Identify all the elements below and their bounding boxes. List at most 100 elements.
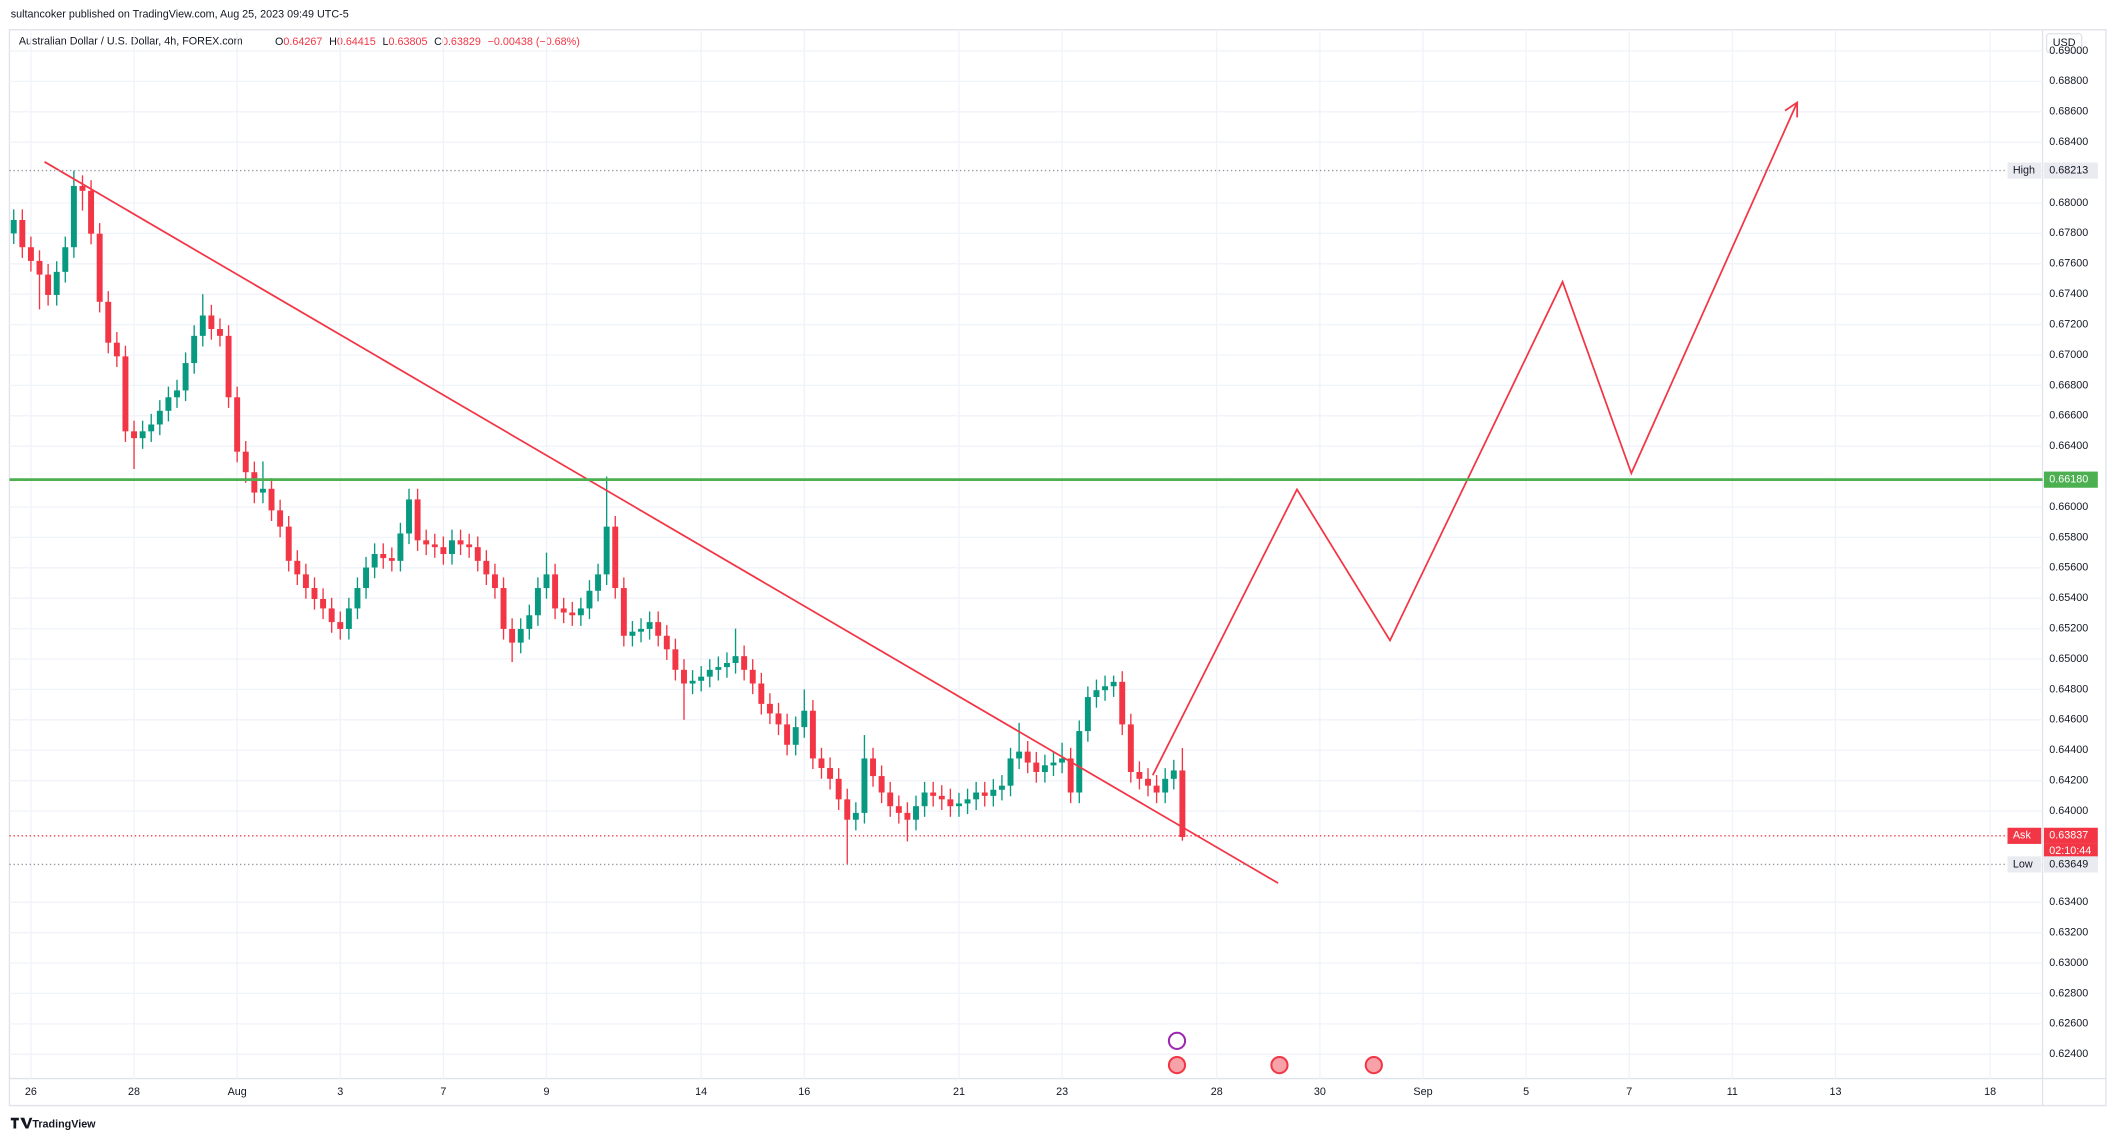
ohlc-key: C xyxy=(434,36,442,48)
candle-body xyxy=(646,622,653,629)
candle-body xyxy=(1084,697,1091,732)
candle-body xyxy=(45,274,52,295)
event-icon xyxy=(1167,1056,1187,1075)
candle-body xyxy=(938,795,945,800)
candle-body xyxy=(431,544,438,548)
trend-line xyxy=(44,161,1279,884)
candle-body xyxy=(603,526,610,575)
candle-body xyxy=(96,233,103,302)
candle-body xyxy=(1033,762,1040,772)
countdown-tag xyxy=(2043,843,2098,859)
currency: USD xyxy=(2053,37,2076,49)
y-tick-label: 0.69000 xyxy=(2049,45,2088,57)
candle-body xyxy=(947,799,954,807)
x-tick-label: 7 xyxy=(440,1086,446,1098)
x-tick-label: 28 xyxy=(128,1086,140,1098)
candle-body xyxy=(509,628,516,643)
candle-body xyxy=(500,588,507,629)
candle-body xyxy=(1127,724,1134,772)
y-tick-label: 0.68000 xyxy=(2049,197,2088,209)
candle-body xyxy=(973,792,980,800)
candle-body xyxy=(328,608,335,623)
candle-body xyxy=(1145,778,1151,786)
candle-body xyxy=(818,758,825,769)
candle-body xyxy=(19,220,26,248)
level-name-tag xyxy=(2007,856,2042,873)
candle-body xyxy=(174,390,180,398)
x-tick-label: Sep xyxy=(1413,1086,1432,1098)
y-tick-label: 0.64000 xyxy=(2049,805,2088,817)
candle-body xyxy=(449,540,455,554)
level-name-tag xyxy=(2007,827,2042,844)
candle-body xyxy=(586,590,593,609)
candle-body xyxy=(723,662,730,668)
candle-body xyxy=(1007,758,1014,786)
candle-body xyxy=(483,560,490,575)
candle-body xyxy=(225,335,232,398)
candle-body xyxy=(629,631,636,636)
candle-body xyxy=(62,247,69,272)
candle-body xyxy=(105,301,112,343)
x-tick-label: 28 xyxy=(1211,1086,1223,1098)
candle-body xyxy=(10,220,17,234)
level-name: Ask xyxy=(2013,830,2032,842)
candle-body xyxy=(113,342,120,357)
ohlc-key: L xyxy=(383,36,389,48)
price-tag xyxy=(2043,856,2098,873)
ohlc-value: 0.63805 xyxy=(389,36,428,48)
candle-body xyxy=(835,778,842,800)
x-tick-label: 5 xyxy=(1523,1086,1529,1098)
candle-body xyxy=(259,488,266,493)
candle-body xyxy=(1153,785,1160,793)
candle-body xyxy=(517,628,524,643)
candle-body xyxy=(191,335,198,364)
candle-body xyxy=(921,792,928,807)
x-tick-label: 9 xyxy=(544,1086,550,1098)
candle-body xyxy=(277,510,284,527)
y-tick-label: 0.64200 xyxy=(2049,774,2088,786)
brand-logo xyxy=(10,1117,33,1129)
ohlc-value: 0.64267 xyxy=(283,36,322,48)
candle-body xyxy=(354,588,361,609)
drawings xyxy=(44,100,1799,884)
event-icon xyxy=(1364,1056,1383,1075)
candle-body xyxy=(397,533,404,561)
event-icon xyxy=(1270,1056,1289,1075)
candle-body xyxy=(199,315,206,336)
ohlc-key: H xyxy=(329,36,337,48)
price-tag-label: 0.63649 xyxy=(2049,858,2088,870)
candle-body xyxy=(990,789,997,796)
x-tick-label: 7 xyxy=(1626,1086,1632,1098)
y-tick-label: 0.64600 xyxy=(2049,714,2088,726)
candle-body xyxy=(122,356,129,432)
price-tag-label: 0.68213 xyxy=(2049,164,2088,176)
ohlc-legend: O0.64267 H0.64415 L0.63805 C0.63829 −0.00438… xyxy=(275,36,580,48)
candle-body xyxy=(363,567,370,589)
candle-body xyxy=(878,776,885,793)
candle-body xyxy=(663,635,670,650)
candle-body xyxy=(474,547,481,561)
x-tick-label: 16 xyxy=(798,1086,810,1098)
candle-body xyxy=(148,424,155,432)
candle-body xyxy=(844,799,851,820)
y-tick-label: 0.65800 xyxy=(2049,531,2088,543)
price-tag xyxy=(2043,827,2098,844)
x-tick-label: 18 xyxy=(1984,1086,1996,1098)
candle-body xyxy=(681,669,687,684)
candle-body xyxy=(320,598,327,609)
x-tick-label: 21 xyxy=(953,1086,965,1098)
candle-body xyxy=(371,553,378,568)
candle-body xyxy=(294,560,301,575)
y-tick-label: 0.67400 xyxy=(2049,288,2088,300)
candle-body xyxy=(208,315,215,330)
y-tick-label: 0.68400 xyxy=(2049,136,2088,148)
candle-body xyxy=(612,526,619,589)
candle-body xyxy=(1076,731,1083,793)
candle-body xyxy=(792,727,799,745)
candle-body xyxy=(655,622,662,636)
x-tick-label: 11 xyxy=(1727,1086,1738,1098)
y-tick-label: 0.63200 xyxy=(2049,927,2088,939)
x-tick-label: 23 xyxy=(1056,1086,1068,1098)
x-tick-label: Aug xyxy=(228,1086,247,1098)
candle-body xyxy=(1136,771,1143,779)
